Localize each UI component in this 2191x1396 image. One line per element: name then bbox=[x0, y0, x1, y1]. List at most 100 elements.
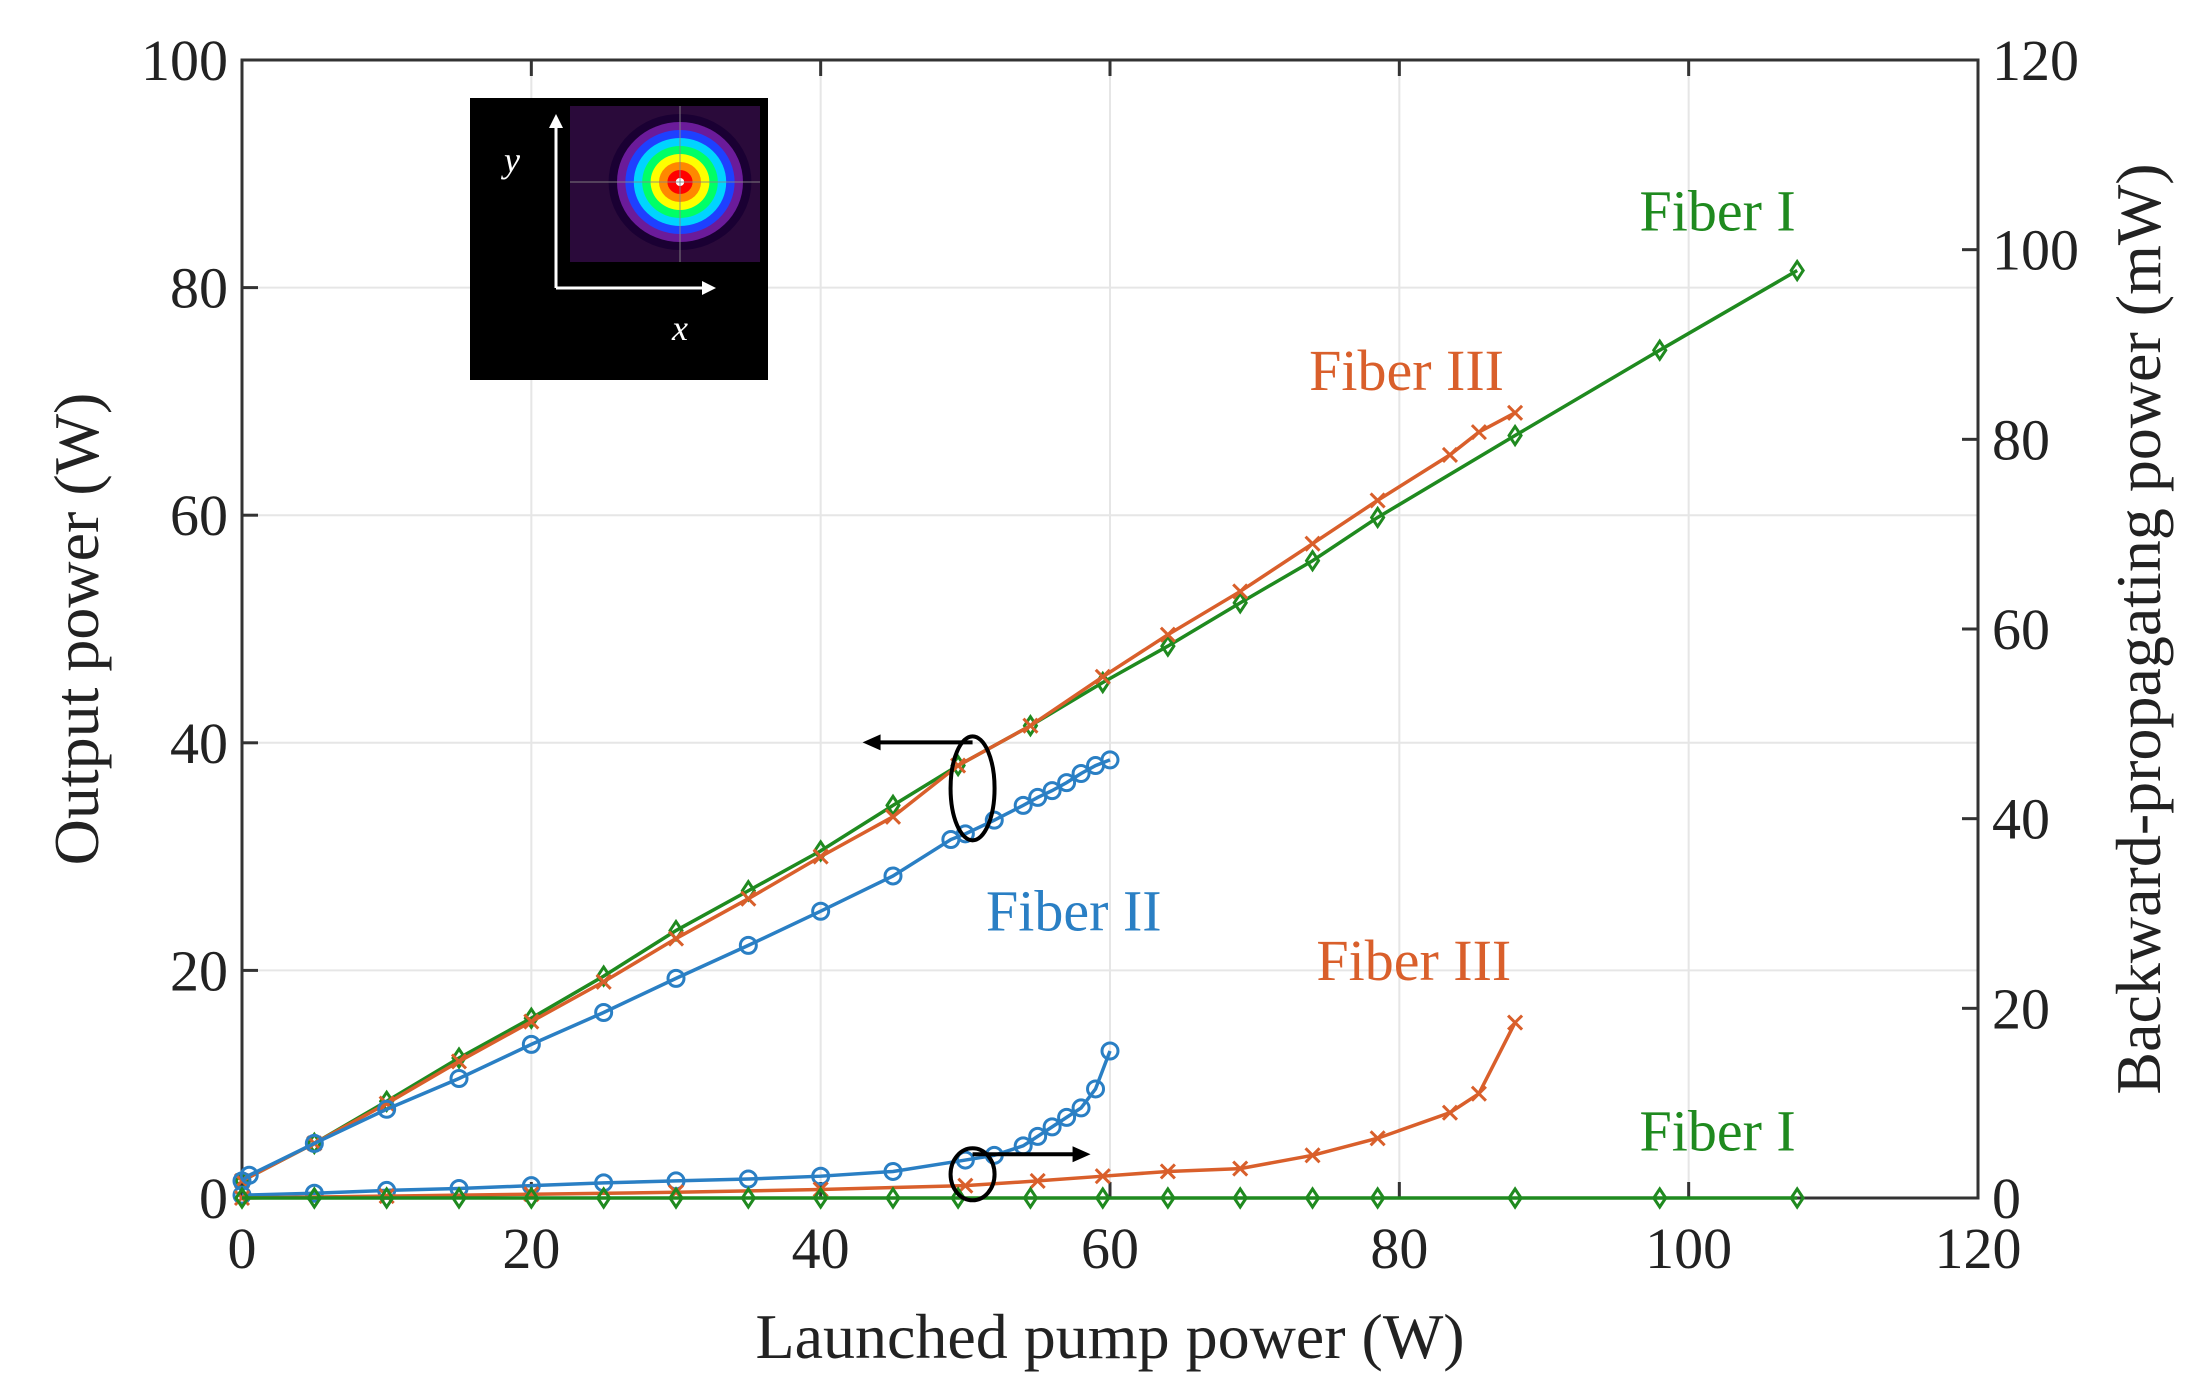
data-point bbox=[304, 1133, 324, 1153]
y-left-tick-label: 60 bbox=[170, 483, 228, 548]
data-point bbox=[1028, 1126, 1048, 1146]
data-point bbox=[1470, 1085, 1487, 1102]
data-point bbox=[812, 1186, 829, 1210]
data-point bbox=[1057, 1107, 1077, 1127]
data-point bbox=[1159, 1163, 1176, 1180]
data-point bbox=[1022, 717, 1039, 734]
ticks-layer: 0 20 40 60 80 100 1200204060801000204060801001… bbox=[141, 28, 2079, 1281]
data-point bbox=[523, 1186, 540, 1210]
y-right-tick-label: 40 bbox=[1992, 787, 2050, 852]
data-point bbox=[955, 1150, 975, 1170]
data-point bbox=[812, 839, 829, 863]
data-point bbox=[1304, 1147, 1321, 1164]
y-right-axis-title: Backward-propagating power (mW) bbox=[2103, 163, 2174, 1094]
series-line bbox=[241, 269, 1799, 1183]
data-point bbox=[595, 1186, 612, 1210]
data-point bbox=[1057, 773, 1077, 793]
data-point bbox=[885, 793, 901, 818]
x-tick-label: 100 bbox=[1645, 1216, 1732, 1281]
series-line bbox=[241, 411, 1516, 1183]
series-fiber-i-right bbox=[234, 1186, 1805, 1210]
data-point bbox=[1651, 338, 1668, 362]
y-left-axis-title: Output power (W) bbox=[41, 393, 112, 866]
y-left-tick-label: 20 bbox=[170, 938, 228, 1003]
data-point bbox=[666, 968, 686, 988]
data-point bbox=[1304, 535, 1321, 552]
data-point bbox=[1159, 626, 1176, 643]
data-point bbox=[1071, 1098, 1091, 1118]
data-point bbox=[1369, 1130, 1386, 1147]
data-point bbox=[1022, 1186, 1039, 1210]
data-point bbox=[1232, 591, 1249, 615]
y-left-tick-label: 100 bbox=[141, 28, 228, 93]
series-annotation: Fiber III bbox=[1316, 928, 1511, 993]
series-layer bbox=[232, 258, 1805, 1210]
data-point bbox=[1470, 424, 1487, 441]
data-point bbox=[1013, 795, 1033, 815]
data-point bbox=[1094, 668, 1111, 685]
data-point bbox=[594, 1003, 614, 1023]
data-point bbox=[984, 810, 1004, 830]
data-point bbox=[1369, 505, 1386, 530]
data-point bbox=[667, 930, 685, 947]
data-point bbox=[1094, 1186, 1111, 1210]
data-point bbox=[378, 1186, 395, 1210]
series-fiber-i-left bbox=[234, 258, 1805, 1193]
data-point bbox=[1071, 764, 1091, 784]
y-right-tick-label: 0 bbox=[1992, 1166, 2021, 1231]
label-layer: Fiber I Fiber III Fiber II Fiber III Fiber I bbox=[986, 179, 1796, 1164]
data-point bbox=[451, 1186, 467, 1210]
data-point bbox=[1789, 1186, 1805, 1210]
x-tick-label: 60 bbox=[1081, 1216, 1139, 1281]
data-point bbox=[811, 1166, 831, 1186]
x-axis-title: Launched pump power (W) bbox=[755, 1301, 1464, 1372]
x-tick-label: 40 bbox=[792, 1216, 850, 1281]
data-point bbox=[1369, 492, 1386, 509]
y-left-tick-label: 80 bbox=[170, 256, 228, 321]
data-point bbox=[1100, 1041, 1120, 1061]
data-point bbox=[595, 964, 612, 988]
data-point bbox=[1086, 1079, 1106, 1099]
data-point bbox=[451, 1046, 467, 1070]
x-tick-label: 0 bbox=[228, 1216, 257, 1281]
data-point bbox=[521, 1034, 541, 1054]
data-point bbox=[1507, 1014, 1524, 1031]
data-point bbox=[885, 1186, 901, 1210]
data-point bbox=[884, 808, 902, 825]
inset-beam-profile: xy bbox=[470, 98, 768, 380]
data-point bbox=[377, 1099, 397, 1119]
data-point bbox=[668, 1186, 684, 1210]
data-point bbox=[1042, 1117, 1062, 1137]
data-point bbox=[1232, 1160, 1249, 1177]
data-point bbox=[883, 1161, 903, 1181]
series-fiber-iii-left bbox=[233, 404, 1524, 1189]
data-point bbox=[1042, 781, 1062, 801]
inset-y-label: y bbox=[501, 140, 520, 180]
data-point bbox=[450, 1053, 468, 1070]
data-point bbox=[304, 1183, 324, 1203]
data-point bbox=[740, 1186, 757, 1210]
inset-y-arrow-icon bbox=[549, 114, 563, 128]
data-point bbox=[1507, 423, 1523, 448]
data-point bbox=[1369, 1186, 1386, 1210]
data-point bbox=[1232, 583, 1249, 600]
data-point bbox=[1029, 1172, 1046, 1189]
data-point bbox=[1094, 1168, 1111, 1185]
y-left-tick-label: 40 bbox=[170, 711, 228, 776]
y-right-tick-label: 120 bbox=[1992, 28, 2079, 93]
arrowhead-right-icon bbox=[1072, 1146, 1091, 1163]
arrowhead-left-icon bbox=[862, 734, 881, 751]
data-point bbox=[1651, 1186, 1668, 1210]
y-right-tick-label: 100 bbox=[1992, 218, 2079, 283]
data-point bbox=[1160, 634, 1176, 658]
data-point bbox=[1232, 1186, 1249, 1210]
y-right-tick-label: 20 bbox=[1992, 976, 2050, 1041]
data-point bbox=[523, 1006, 540, 1030]
data-point bbox=[239, 1165, 259, 1185]
data-point bbox=[811, 901, 831, 921]
series-annotation: Fiber I bbox=[1639, 1099, 1795, 1164]
data-point bbox=[234, 1186, 250, 1210]
y-right-tick-label: 60 bbox=[1992, 597, 2050, 662]
